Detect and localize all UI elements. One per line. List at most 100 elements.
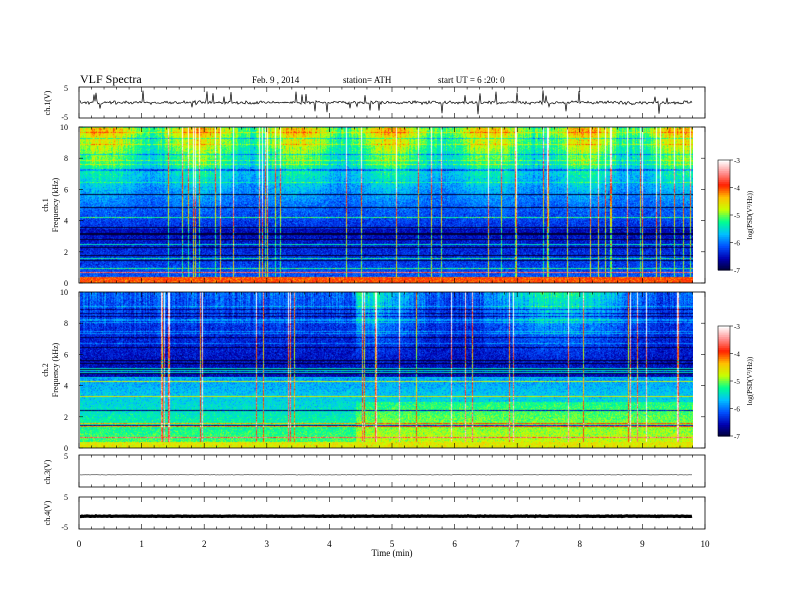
colorbar-segment xyxy=(718,432,730,435)
ytick-top: 5 xyxy=(64,493,68,502)
colorbar-segment xyxy=(718,249,730,253)
colorbar-segment xyxy=(718,224,730,227)
colorbar-segment xyxy=(718,169,730,172)
x-tick-label: 2 xyxy=(202,539,207,549)
colorbar-segment xyxy=(718,430,730,433)
colorbar-segment xyxy=(718,207,730,211)
colorbar-segment xyxy=(718,253,730,256)
colorbar-segment xyxy=(718,235,730,238)
colorbar-segment xyxy=(718,384,730,388)
colorbar-segment xyxy=(718,401,730,404)
colorbar-segment xyxy=(718,425,730,428)
channel-label-ch2: ch.2 xyxy=(41,363,50,377)
x-tick-marks xyxy=(78,127,706,283)
colorbar-label: log(PSD(V²/Hz)) xyxy=(746,190,754,239)
colorbar-ch2: -3 -4 -5 -6 -7 log(PSD(V²/Hz)) xyxy=(717,323,754,441)
colorbar-label: log(PSD(V²/Hz)) xyxy=(746,356,754,405)
colorbar-segment xyxy=(718,333,730,336)
colorbar-segment xyxy=(718,329,730,333)
colorbar-segment xyxy=(718,180,730,183)
colorbar-segment xyxy=(718,238,730,242)
colorbar-segment xyxy=(718,428,730,432)
colorbar-segment xyxy=(718,233,730,236)
ch4-waveform-trace xyxy=(80,513,693,519)
colorbar-segment xyxy=(718,421,730,424)
x-tick-labels: 0 1 2 3 4 5 6 7 8 9 10 xyxy=(77,539,710,549)
colorbar-segment xyxy=(718,176,730,179)
colorbar-segment xyxy=(718,248,730,251)
ch3-waveform-trace xyxy=(80,474,693,476)
y-tick-label: 2 xyxy=(64,248,68,257)
channel-label-ch1: ch.1 xyxy=(41,198,50,212)
figure-title: VLF Spectra xyxy=(80,72,142,86)
x-tick-marks xyxy=(78,497,706,529)
colorbar-segment xyxy=(718,346,730,349)
colorbar-segment xyxy=(718,242,730,245)
colorbar-segment xyxy=(718,373,730,377)
colorbar-segment xyxy=(718,213,730,216)
ytick-top: 5 xyxy=(64,84,68,93)
colorbar-segment xyxy=(718,364,730,367)
colorbar-segment xyxy=(718,259,730,262)
ytick-top: 5 xyxy=(64,452,68,461)
colorbar-segment xyxy=(718,209,730,212)
colorbar-segment xyxy=(718,338,730,342)
ylabel-ch1-v: ch.1(V) xyxy=(43,90,52,115)
colorbar-segment xyxy=(718,362,730,366)
colorbar-tick-label: -3 xyxy=(734,323,740,331)
colorbar-segment xyxy=(718,335,730,338)
colorbar-segment xyxy=(718,202,730,205)
x-tick-label: 10 xyxy=(701,539,711,549)
colorbar-segment xyxy=(718,355,730,358)
colorbar-segment xyxy=(718,244,730,247)
colorbar-segment xyxy=(718,399,730,402)
colorbar-segment xyxy=(718,196,730,200)
colorbar-segment xyxy=(718,327,730,331)
x-tick-marks xyxy=(78,455,706,487)
y-tick-label: 0 xyxy=(64,279,68,288)
ylabel-frequency: Frequency (kHz) xyxy=(51,177,60,232)
colorbar-segment xyxy=(718,174,730,178)
colorbar-segment xyxy=(718,183,730,187)
colorbar-segment xyxy=(718,171,730,174)
colorbar-segment xyxy=(718,359,730,362)
colorbar-segment xyxy=(718,419,730,422)
colorbar-tick-label: -3 xyxy=(734,157,740,165)
y-tick-label: 10 xyxy=(60,123,68,132)
colorbar-segment xyxy=(718,204,730,207)
colorbar-segment xyxy=(718,215,730,218)
colorbar-segment xyxy=(718,406,730,410)
colorbar-segment xyxy=(718,381,730,384)
colorbar-segment xyxy=(718,342,730,345)
colorbar-segment xyxy=(718,240,730,244)
ytick-bottom: -5 xyxy=(61,113,68,122)
colorbar-segment xyxy=(718,392,730,395)
colorbar-segment xyxy=(718,229,730,233)
colorbar-segment xyxy=(718,226,730,229)
colorbar-segment xyxy=(718,189,730,192)
colorbar-segment xyxy=(718,266,730,269)
x-tick-label: 4 xyxy=(327,539,332,549)
panel-ch1-spectrogram: 0 2 4 6 8 10 ch.1 Frequency (kHz) -3 -4 -5 -6 -7 l… xyxy=(41,123,754,288)
y-tick-label: 4 xyxy=(64,382,68,391)
ch1-waveform-trace xyxy=(79,90,693,115)
colorbar-segment xyxy=(718,260,730,264)
colorbar-segment xyxy=(718,268,730,271)
colorbar-segment xyxy=(718,366,730,369)
colorbar-segment xyxy=(718,423,730,426)
colorbar-segment xyxy=(718,415,730,419)
x-tick-label: 0 xyxy=(77,539,82,549)
colorbar-segment xyxy=(718,220,730,223)
ylabel-ch3-v: ch.3(V) xyxy=(43,459,52,484)
colorbar-segment xyxy=(718,360,730,364)
colorbar-segment xyxy=(718,375,730,378)
colorbar-segment xyxy=(718,410,730,413)
ylabel-frequency: Frequency (kHz) xyxy=(51,342,60,397)
colorbar-segment xyxy=(718,371,730,375)
x-tick-marks xyxy=(78,87,706,118)
colorbar-segment xyxy=(718,231,730,234)
colorbar-segment xyxy=(718,368,730,371)
colorbar-segment xyxy=(718,182,730,185)
y-tick-label: 0 xyxy=(64,444,68,453)
